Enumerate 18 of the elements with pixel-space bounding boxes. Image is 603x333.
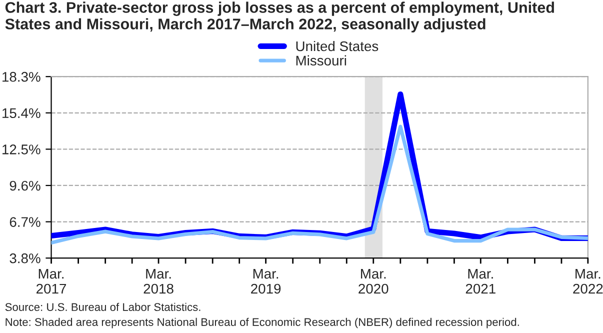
text: Note: Shaded area represents National Bureau of Economic Research (NBER) defined recession period. [6, 318, 519, 328]
x-tick-label: Mar. 2022 [573, 269, 603, 294]
y-tick-label: 3.8% [10, 253, 40, 264]
x-tick-label: Mar. 2018 [144, 269, 174, 294]
legend-label: Missouri [296, 55, 346, 66]
chart-title: Chart 3. Private-sector gross job losses as a percent of employment, United States and Missouri, March 2017–March 2022, seasonally adjusted [5, 2, 554, 32]
source-note: Source: U.S. Bureau of Labor Statistics. [5, 302, 200, 312]
y-tick-label: 15.4% [2, 108, 40, 118]
y-tick-label: 12.5% [2, 144, 40, 154]
x-tick-label: Mar. 2021 [466, 269, 496, 294]
x-tick-label: Mar. 2020 [358, 269, 388, 294]
x-tick-label: Mar. 2019 [251, 269, 281, 294]
line-series [51, 124, 588, 245]
x-tick-label: Mar. 2017 [36, 269, 66, 294]
legend-label: United States [296, 40, 378, 52]
y-tick-label: 9.6% [10, 180, 40, 191]
y-tick-label: 6.7% [10, 217, 40, 227]
y-tick-label: 18.3% [2, 72, 40, 82]
